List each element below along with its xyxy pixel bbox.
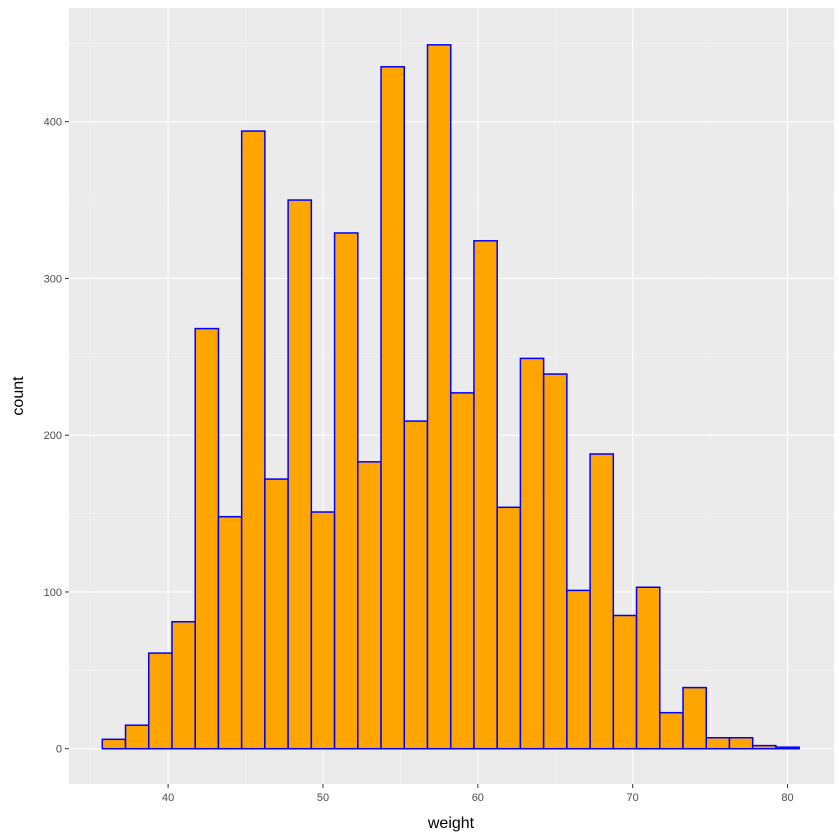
histogram-bar [728,737,754,750]
histogram-bar [612,614,638,750]
histogram-bar [496,506,522,750]
histogram-bar [310,511,336,750]
histogram-bar [357,461,382,750]
histogram-bar [264,478,289,750]
histogram-bar [705,737,731,750]
x-tick-label: 70 [627,792,639,804]
histogram-bar [659,711,684,750]
histogram-bar [194,327,220,750]
x-axis-title: weight [427,815,475,832]
x-tick-label: 60 [472,792,484,804]
histogram-bar [148,652,173,750]
histogram-bar [473,240,498,750]
x-tick-label: 40 [162,792,174,804]
histogram-bar [380,66,406,750]
y-tick-label: 200 [44,430,62,442]
x-tick-label: 80 [781,792,793,804]
y-tick-label: 0 [56,744,62,756]
histogram-bar [635,586,661,750]
histogram-bar [775,746,800,750]
histogram-bar [333,232,359,750]
histogram-bar [240,130,266,750]
histogram-bar [519,357,545,750]
histogram-bar [287,199,313,750]
histogram-bars [101,44,800,750]
histogram-bar [682,686,707,750]
axis-ticks [65,121,789,788]
histogram-bar [566,589,591,750]
histogram-bar [589,453,615,750]
y-tick-label: 300 [44,273,62,285]
histogram-bar [101,738,127,750]
histogram-bar [542,373,568,750]
axis-tick-labels: 40 50 60 70 80 0 100 200 300 400 [44,117,794,804]
histogram-bar [426,44,452,750]
y-axis-title: count [10,376,27,416]
y-tick-label: 400 [44,117,62,129]
histogram-bar [171,620,196,750]
histogram-bar [217,515,243,750]
histogram-bar [449,392,475,750]
histogram-bar [751,744,777,750]
x-tick-label: 50 [317,792,329,804]
histogram-bar [124,724,150,750]
y-tick-label: 100 [44,587,62,599]
histogram-bar [403,420,429,750]
